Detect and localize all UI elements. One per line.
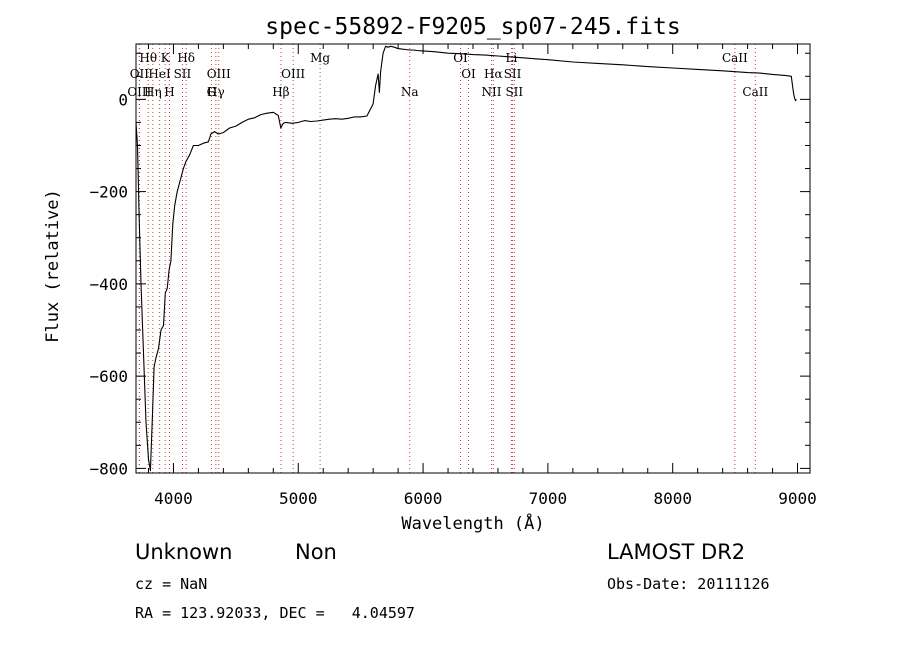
spectral-line-label: SII [504, 67, 522, 81]
x-tick-label: 4000 [154, 489, 193, 508]
x-tick-label: 5000 [279, 489, 318, 508]
x-tick-label: 6000 [404, 489, 443, 508]
spectral-line-label: SII [174, 67, 192, 81]
spectral-line-label: K [161, 51, 171, 65]
y-tick-label: 0 [118, 90, 128, 109]
x-tick-label: 8000 [653, 489, 692, 508]
y-tick-label: −200 [89, 183, 128, 202]
spectral-line-label: Hα [484, 67, 503, 81]
spectral-line-label: H [164, 85, 174, 99]
spectral-line-label: CaII [722, 51, 748, 65]
spectral-line-label: OI [461, 67, 476, 81]
spectral-line-markers [138, 44, 756, 473]
survey-label: LAMOST DR2 [607, 540, 746, 564]
y-tick-label: −600 [89, 367, 128, 386]
x-tick-label: 9000 [778, 489, 817, 508]
spectral-line-label: OIII [127, 85, 151, 99]
chart-title: spec-55892-F9205_sp07-245.fits [265, 14, 680, 40]
redshift-text: cz = NaN [135, 575, 208, 593]
spectrum-line [135, 45, 797, 472]
spectral-line-label: NII [481, 85, 501, 99]
spectral-line-label: Na [401, 85, 419, 99]
y-tick-label: −800 [89, 459, 128, 478]
class-label: Unknown [135, 540, 233, 564]
spectral-line-label: Hδ [177, 51, 195, 65]
plot-axes: 4000 5000 6000 7000 8000 9000 0 −200 −400 −600 −80… [89, 43, 817, 508]
spectral-line-label: Hγ [207, 85, 225, 99]
spectral-line-label: SII [505, 85, 523, 99]
plot-frame [135, 43, 811, 474]
y-axis-label: Flux (relative) [43, 189, 63, 343]
spectral-line-label: OII [130, 67, 150, 81]
spectral-line-label: Hβ [272, 85, 289, 99]
spectral-line-label: OIII [207, 67, 231, 81]
x-tick-label: 7000 [529, 489, 568, 508]
subclass-label: Non [295, 540, 337, 564]
coordinates-text: RA = 123.92033, DEC = 4.04597 [135, 604, 415, 622]
spectral-line-label: HeI [148, 67, 171, 81]
spectral-line-label: Mg [310, 51, 330, 65]
chart-text: spec-55892-F9205_sp07-245.fits Wavelengt… [43, 14, 681, 534]
spectral-line-label: Li [506, 51, 518, 65]
spectral-line-label: OIII [281, 67, 305, 81]
obs-date-text: Obs-Date: 20111126 [607, 575, 770, 593]
spectral-line-label: CaII [742, 85, 768, 99]
x-axis-label: Wavelength (Å) [401, 512, 544, 534]
y-tick-label: −400 [89, 275, 128, 294]
spectrum-series [135, 45, 797, 472]
spectral-line-label: G [207, 85, 217, 99]
spectral-line-label: Hθ [139, 51, 157, 65]
spectral-line-label: Hη [144, 85, 162, 99]
